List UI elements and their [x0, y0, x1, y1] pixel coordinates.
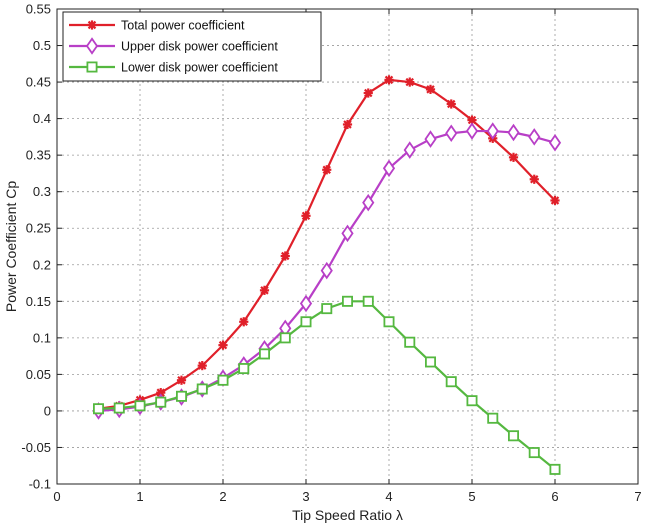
data-point [425, 84, 436, 94]
data-point [445, 124, 458, 143]
ticks: 0 1 2 3 4 5 6 7 -0.1 -0.05 0 0.05 0.1 0.15 0.2 0.25 0.3 0… [21, 2, 641, 505]
data-point [320, 261, 333, 280]
data-point [217, 374, 229, 386]
data-point [404, 336, 416, 348]
data-point [301, 211, 311, 221]
legend-swatch-marker [86, 61, 98, 73]
y-tick-label: 0.4 [33, 111, 51, 126]
data-point [528, 128, 541, 146]
data-point [321, 303, 333, 315]
y-tick-label: 0.2 [33, 257, 51, 272]
y-tick-label: 0.1 [33, 330, 51, 345]
series-square [93, 295, 561, 475]
data-point [341, 295, 353, 307]
data-point [239, 317, 249, 327]
series-group [92, 75, 562, 475]
data-point [528, 447, 540, 459]
data-point [465, 122, 479, 140]
y-axis-title: Power Coefficient Cp [3, 181, 19, 312]
data-point [363, 88, 373, 98]
x-tick-label: 6 [551, 489, 558, 504]
data-point [362, 193, 375, 212]
data-point [279, 332, 291, 344]
data-point [342, 119, 353, 130]
data-point [446, 99, 456, 109]
data-point [175, 390, 187, 402]
x-tick-label: 3 [302, 489, 309, 504]
data-point [445, 376, 457, 388]
legend-label: Upper disk power coefficient [121, 40, 278, 54]
x-tick-label: 0 [53, 489, 60, 504]
data-point [382, 159, 396, 178]
legend-entry: Upper disk power coefficient [69, 37, 278, 55]
data-point [280, 251, 290, 261]
data-point [299, 294, 313, 313]
legend-entry: Total power coefficient [69, 19, 245, 33]
x-tick-label: 2 [219, 489, 226, 504]
data-point [384, 75, 394, 85]
legend-swatch-marker [87, 20, 97, 30]
data-point [424, 356, 436, 368]
y-tick-label: 0.15 [26, 294, 51, 309]
legend-entry: Lower disk power coefficient [69, 61, 278, 75]
data-point [134, 400, 146, 412]
data-point [155, 396, 167, 408]
data-point [341, 224, 354, 243]
y-tick-label: -0.05 [21, 440, 51, 455]
data-point [300, 316, 312, 328]
y-tick-label: 0.05 [26, 367, 51, 382]
y-tick-label: 0 [44, 403, 51, 418]
data-point [113, 402, 125, 414]
y-tick-label: 0.55 [26, 2, 51, 17]
data-point [176, 375, 187, 385]
data-point [93, 403, 105, 415]
data-point [362, 295, 374, 307]
data-point [322, 165, 332, 175]
y-tick-label: 0.45 [26, 75, 51, 90]
data-point [548, 133, 562, 152]
data-point [197, 361, 207, 371]
x-tick-label: 1 [136, 489, 143, 504]
data-point [507, 430, 519, 442]
data-point [467, 115, 477, 125]
data-point [424, 130, 437, 148]
y-tick-label: 0.35 [26, 148, 51, 163]
legend-swatch-marker [85, 37, 99, 55]
data-point [258, 348, 270, 360]
y-tick-label: -0.1 [29, 477, 51, 492]
y-tick-label: 0.5 [33, 38, 51, 53]
data-point [466, 395, 478, 407]
data-point [487, 412, 499, 424]
y-tick-label: 0.3 [33, 184, 51, 199]
data-point [529, 174, 539, 184]
x-tick-label: 4 [385, 489, 392, 504]
data-point [403, 141, 416, 159]
data-point [238, 363, 250, 375]
legend: Total power coefficient Upper disk power … [62, 11, 322, 82]
legend-label: Lower disk power coefficient [121, 61, 278, 75]
x-tick-label: 5 [468, 489, 475, 504]
y-tick-label: 0.25 [26, 221, 51, 236]
data-point [218, 340, 228, 350]
plot-frame [56, 8, 639, 485]
data-point [549, 463, 561, 475]
data-point [507, 123, 520, 142]
x-tick-label: 7 [634, 489, 641, 504]
data-point [405, 77, 415, 87]
data-point [259, 285, 270, 295]
data-point [383, 316, 395, 328]
legend-label: Total power coefficient [121, 19, 245, 33]
data-point [550, 195, 560, 206]
x-axis-title: Tip Speed Ratio λ [292, 507, 403, 523]
data-point [196, 383, 208, 395]
data-point [508, 152, 519, 162]
data-point [486, 122, 499, 140]
